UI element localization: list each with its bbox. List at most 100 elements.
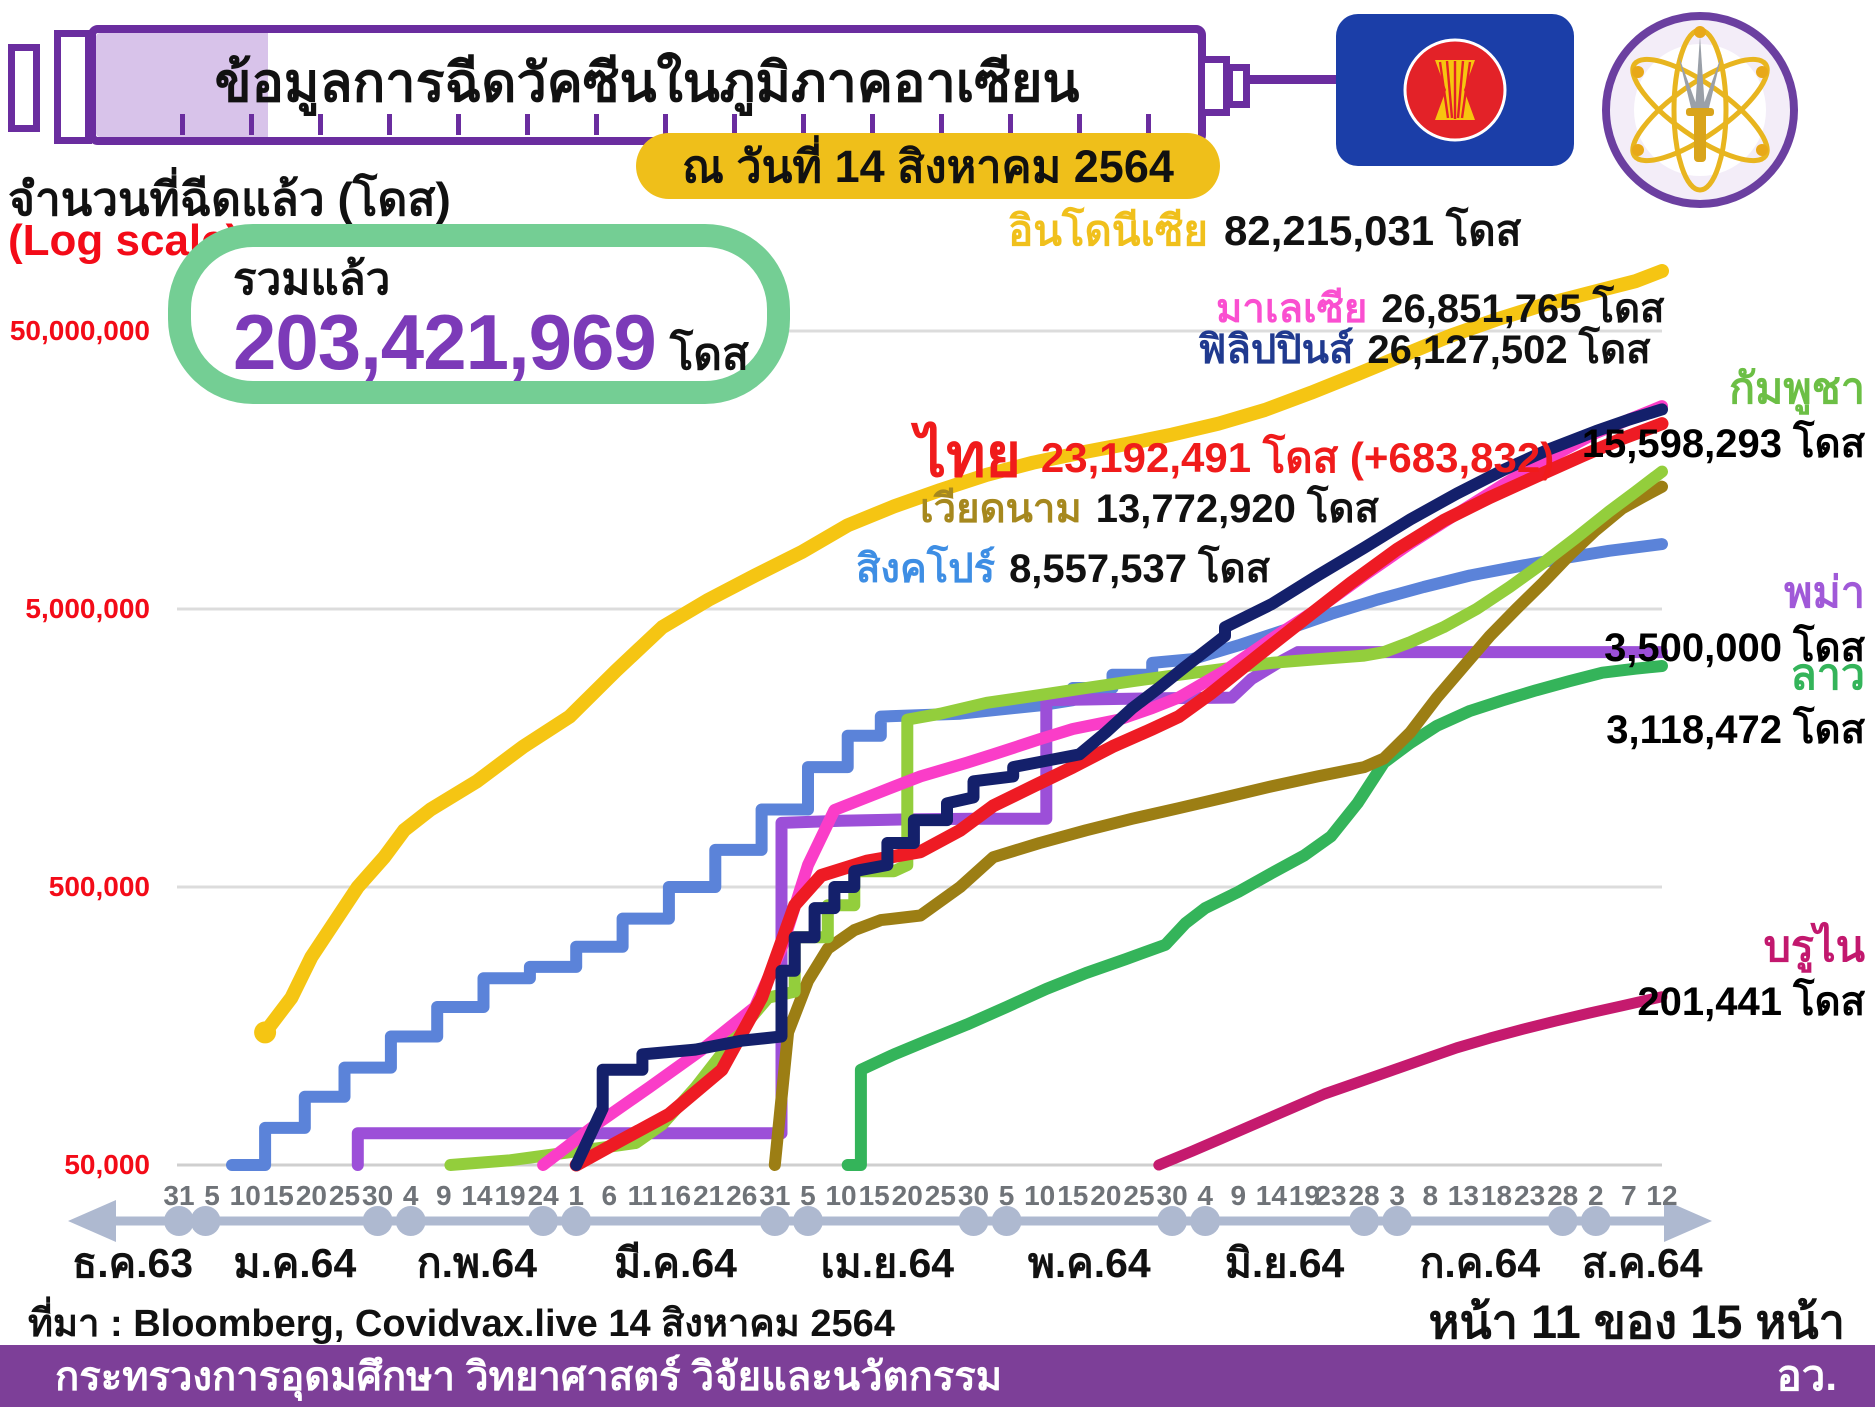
asean-logo-icon xyxy=(1336,14,1574,166)
x-tick-label: 15 xyxy=(1057,1180,1089,1211)
x-tick-label: 3 xyxy=(1389,1180,1405,1211)
x-tick-label: 19 xyxy=(494,1180,526,1211)
malaysia-name: มาเลเซีย xyxy=(1216,287,1368,331)
month-label: มี.ค.64 xyxy=(614,1240,737,1286)
vietnam-doses: 13,772,920 โดส xyxy=(1095,487,1379,531)
y-tick-label: 5,000,000 xyxy=(25,593,150,624)
vietnam-name: เวียดนาม xyxy=(920,487,1082,531)
x-tick-label: 24 xyxy=(527,1180,559,1211)
x-tick-label: 26 xyxy=(726,1180,758,1211)
timeline-node xyxy=(991,1206,1022,1236)
y-tick-label: 50,000,000 xyxy=(9,315,150,346)
singapore-name: สิงคโปร์ xyxy=(856,547,996,591)
timeline-node xyxy=(759,1206,790,1236)
series-start-dot xyxy=(254,1021,277,1044)
month-label: ธ.ค.63 xyxy=(72,1240,194,1286)
thailand-name: ไทย xyxy=(916,422,1021,489)
y-tick-label: 500,000 xyxy=(48,871,150,902)
month-label: ก.พ.64 xyxy=(416,1240,538,1286)
footer-bar: กระทรวงการอุดมศึกษา วิทยาศาสตร์ วิจัยและ… xyxy=(0,1345,1875,1407)
series-laos xyxy=(841,660,1668,1171)
series-brunei xyxy=(1153,991,1668,1171)
country-label-cambodia: กัมพูชา 15,598,293 โดส xyxy=(1582,362,1865,470)
timeline-node xyxy=(164,1206,194,1236)
cambodia-name: กัมพูชา xyxy=(1728,365,1865,413)
x-tick-label: 9 xyxy=(436,1180,452,1211)
x-tick-label: 5 xyxy=(998,1180,1015,1211)
philippines-name: ฟิลิปปินส์ xyxy=(1198,328,1354,372)
syringe-needle-taper xyxy=(1226,64,1250,108)
country-label-indonesia: อินโดนีเซีย 82,215,031 โดส xyxy=(1008,198,1521,264)
x-tick-label: 31 xyxy=(759,1180,791,1211)
total-unit: โดส xyxy=(669,330,749,379)
timeline-node xyxy=(1157,1206,1188,1236)
x-tick-label: 2 xyxy=(1587,1180,1604,1211)
month-label: ก.ค.64 xyxy=(1419,1240,1541,1286)
source-note: ที่มา : Bloomberg, Covidvax.live 14 สิงห… xyxy=(28,1303,895,1345)
series-philippines xyxy=(570,403,1668,1171)
x-tick-label: 14 xyxy=(1255,1180,1287,1211)
x-tick-label: 18 xyxy=(1480,1180,1513,1211)
laos-name: ลาว xyxy=(1790,651,1865,699)
timeline-node xyxy=(958,1206,989,1236)
ministry-logo-icon xyxy=(1602,12,1798,208)
x-tick-label: 30 xyxy=(957,1180,990,1211)
x-tick-label: 20 xyxy=(1090,1180,1122,1211)
x-tick-label: 12 xyxy=(1646,1180,1678,1211)
date-badge: ณ วันที่ 14 สิงหาคม 2564 xyxy=(636,133,1220,199)
country-label-philippines: ฟิลิปปินส์ 26,127,502 โดส xyxy=(1198,317,1651,381)
singapore-doses: 8,557,537 โดส xyxy=(1009,547,1270,591)
x-tick-label: 13 xyxy=(1447,1180,1479,1211)
country-label-malaysia: มาเลเซีย 26,851,765 โดส xyxy=(1216,276,1664,340)
timeline-arrow-left xyxy=(68,1200,116,1242)
x-tick-label: 10 xyxy=(825,1180,857,1211)
x-tick-label: 5 xyxy=(204,1180,220,1211)
syringe-barrel-title-box: ข้อมูลการฉีดวัคซีนในภูมิภาคอาเซียน xyxy=(88,25,1206,145)
series-thailand xyxy=(569,417,1669,1172)
indonesia-doses: 82,215,031 โดส xyxy=(1223,207,1522,254)
total-label: รวมแล้ว xyxy=(233,255,391,304)
y-tick-label: 50,000 xyxy=(64,1149,150,1180)
month-label: ม.ค.64 xyxy=(233,1240,357,1286)
x-tick-label: 20 xyxy=(891,1180,923,1211)
country-label-brunei: บรูไน 201,441 โดส xyxy=(1637,920,1865,1028)
cambodia-doses: 15,598,293 โดส xyxy=(1581,421,1865,466)
x-tick-label: 8 xyxy=(1422,1180,1439,1211)
x-tick-label: 10 xyxy=(229,1180,261,1211)
x-tick-label: 23 xyxy=(1514,1180,1546,1211)
syringe-plunger-flange xyxy=(54,30,92,144)
x-tick-label: 25 xyxy=(328,1180,361,1211)
country-label-myanmar: พม่า 3,500,000 โดส xyxy=(1604,566,1865,674)
month-label: มิ.ย.64 xyxy=(1224,1240,1345,1286)
syringe-plunger-end xyxy=(8,44,40,132)
country-label-singapore: สิงคโปร์ 8,557,537 โดส xyxy=(856,536,1270,600)
philippines-doses: 26,127,502 โดส xyxy=(1367,328,1651,372)
y-axis-title: จำนวนที่ฉีดแล้ว (โดส) xyxy=(8,173,451,225)
syringe-needle xyxy=(1244,75,1336,84)
x-tick-label: 31 xyxy=(163,1180,195,1211)
thailand-doses: 23,192,491 โดส (+683,832) xyxy=(1040,434,1555,481)
x-tick-label: 4 xyxy=(1197,1180,1213,1211)
timeline-node xyxy=(1580,1206,1611,1236)
timeline-node xyxy=(1190,1206,1221,1236)
laos-doses: 3,118,472 โดส xyxy=(1606,707,1865,752)
timeline-node xyxy=(395,1206,426,1236)
x-tick-label: 5 xyxy=(800,1180,816,1211)
x-tick-label: 14 xyxy=(461,1180,493,1211)
timeline-arrow-right xyxy=(1664,1200,1712,1242)
x-tick-label: 21 xyxy=(693,1180,725,1211)
x-tick-label: 1 xyxy=(568,1180,585,1211)
x-tick-label: 28 xyxy=(1348,1180,1380,1211)
timeline-node xyxy=(561,1206,592,1236)
x-tick-label: 11 xyxy=(627,1180,658,1211)
myanmar-name: พม่า xyxy=(1784,569,1865,617)
total-value: 203,421,969 xyxy=(233,298,657,386)
x-tick-label: 4 xyxy=(402,1180,419,1211)
country-label-laos: ลาว 3,118,472 โดส xyxy=(1606,648,1865,756)
series-vietnam xyxy=(768,480,1668,1171)
x-tick-label: 6 xyxy=(601,1180,618,1211)
month-label: เม.ย.64 xyxy=(820,1240,955,1286)
